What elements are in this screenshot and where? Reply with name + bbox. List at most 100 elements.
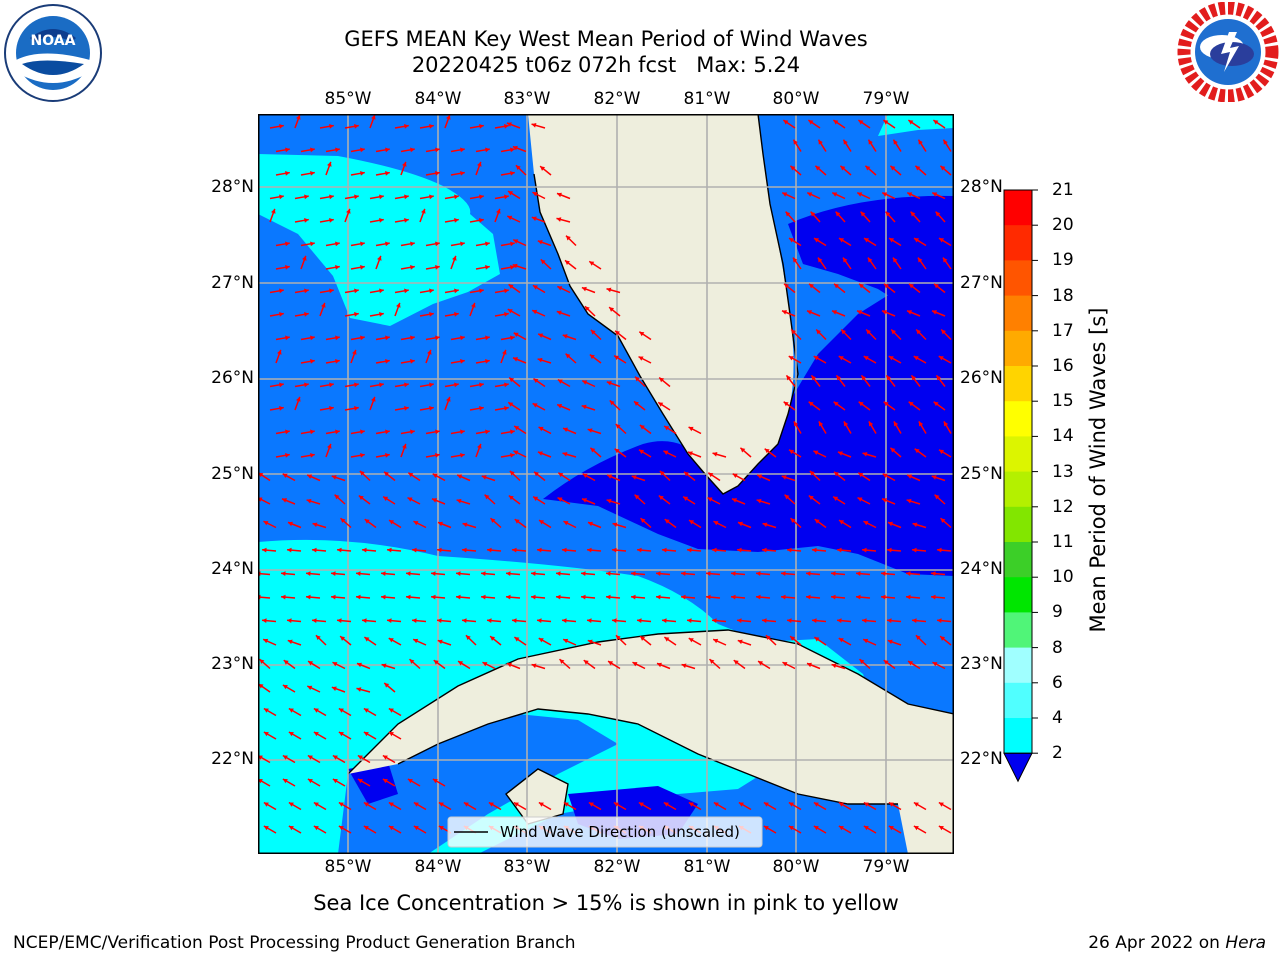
wind-wave-arrowhead (859, 659, 865, 664)
colorbar-segment (1004, 682, 1032, 719)
wind-wave-arrowhead (332, 755, 338, 760)
wind-wave-arrowhead (564, 260, 570, 265)
wind-wave-arrowhead (938, 449, 944, 455)
wind-wave-arrowhead (438, 826, 444, 831)
colorbar-segment (1004, 295, 1032, 332)
wind-wave-arrowhead (883, 660, 889, 665)
wind-wave-arrowhead (429, 194, 434, 200)
wind-wave-arrowhead (913, 826, 919, 831)
wind-wave-arrowhead (304, 217, 309, 223)
colorbar-segment (1004, 542, 1032, 578)
wind-wave-arrowhead (285, 335, 290, 341)
wind-wave-arrowhead (808, 401, 814, 407)
wind-wave-arrowhead (471, 302, 476, 308)
wind-wave-arrowhead (513, 357, 518, 362)
wind-wave-arrowhead (360, 170, 365, 176)
wind-wave-arrowhead (791, 329, 796, 335)
wind-wave-arrowhead (843, 139, 848, 145)
wind-wave-arrowhead (910, 211, 916, 217)
wind-wave-arrowhead (817, 257, 823, 263)
wind-wave-arrowhead (556, 571, 561, 577)
wind-wave-arrowhead (688, 426, 694, 432)
wind-wave-arrowhead (813, 356, 819, 361)
wind-wave-arrowhead (531, 216, 537, 221)
wind-wave-arrowhead (863, 638, 869, 644)
wind-wave-arrowhead (354, 288, 359, 294)
wind-wave-arrowhead (740, 447, 746, 453)
wind-wave-arrowhead (310, 241, 315, 247)
wind-wave-arrowhead (882, 498, 887, 503)
colorbar-tick-label: 20 (1052, 215, 1074, 236)
wind-wave-arrowhead (681, 571, 686, 577)
wind-wave-arrowhead (556, 217, 562, 222)
wind-wave-arrowhead (756, 498, 762, 504)
wind-wave-arrowhead (889, 238, 895, 243)
wind-wave-arrowhead (731, 594, 736, 600)
wind-wave-arrowhead (838, 356, 844, 361)
colorbar-tick-label: 12 (1052, 496, 1074, 517)
wind-wave-arrowhead (867, 257, 873, 263)
wind-wave-arrowhead (712, 452, 718, 457)
wind-wave-arrowhead (884, 283, 889, 289)
wind-wave-arrowhead (363, 802, 369, 807)
wind-wave-arrowhead (282, 755, 288, 760)
wind-wave-arrowhead (462, 547, 467, 553)
wind-wave-arrowhead (688, 802, 694, 807)
wind-wave-arrowhead (258, 472, 264, 478)
wind-wave-arrowhead (587, 547, 592, 553)
wind-wave-arrowhead (756, 594, 761, 600)
colorbar-tick-label: 2 (1052, 743, 1063, 764)
lon-tick-bottom: 85°W (324, 857, 372, 877)
wind-wave-arrowhead (662, 547, 667, 553)
wind-wave-arrowhead (490, 636, 496, 641)
wind-wave-arrowhead (582, 498, 587, 503)
map-legend: Wind Wave Direction (unscaled) (447, 816, 763, 848)
wind-wave-arrowhead (566, 235, 571, 241)
wind-wave-arrowhead (460, 452, 465, 458)
wind-wave-arrowhead (788, 826, 794, 831)
sea-ice-note: Sea Ice Concentration > 15% is shown in … (313, 891, 899, 915)
wind-wave-arrowhead (806, 571, 811, 577)
colorbar-tick-label: 16 (1052, 356, 1074, 376)
lat-tick-right: 23°N (960, 654, 1003, 674)
colorbar-extend-triangle (1003, 752, 1033, 783)
wind-wave-arrowhead (287, 521, 293, 527)
wind-wave-arrowhead (914, 238, 920, 243)
wind-wave-arrowhead (310, 147, 315, 153)
wind-wave-arrowhead (485, 264, 490, 270)
wind-wave-arrowhead (863, 521, 869, 526)
wind-wave-arrowhead (664, 425, 670, 431)
wind-wave-arrowhead (782, 192, 788, 197)
wind-wave-arrowhead (881, 571, 886, 577)
wind-wave-arrowhead (356, 687, 362, 692)
wind-wave-arrowhead (687, 451, 693, 456)
wind-wave-arrowhead (663, 450, 669, 455)
wind-wave-arrowhead (282, 473, 288, 479)
wind-wave-arrowhead (263, 732, 269, 737)
wind-wave-arrowhead (385, 335, 390, 341)
wind-wave-arrowhead (706, 594, 711, 600)
wind-wave-arrowhead (581, 571, 586, 577)
wind-wave-arrowhead (887, 618, 892, 624)
wind-wave-arrowhead (765, 635, 771, 641)
wind-wave-arrowhead (737, 618, 742, 624)
wind-wave-arrowhead (435, 170, 440, 176)
wind-wave-arrowhead (479, 217, 484, 223)
wind-wave-arrowhead (633, 401, 639, 406)
wind-wave-arrowhead (836, 375, 842, 381)
wave-field-under-2 (348, 762, 398, 804)
colorbar-tick-label: 21 (1052, 180, 1074, 200)
wind-wave-arrowhead (435, 429, 440, 435)
wind-wave-arrowhead (813, 802, 819, 807)
wind-wave-arrowhead (335, 335, 340, 341)
wind-wave-arrowhead (713, 521, 719, 526)
colorbar-segment (1004, 471, 1032, 508)
wind-wave-arrowhead (332, 662, 338, 667)
lat-tick-left: 24°N (211, 559, 254, 579)
wind-wave-arrowhead (590, 329, 596, 335)
wind-wave-arrowhead (381, 571, 386, 577)
wind-wave-arrowhead (446, 114, 451, 120)
wind-wave-arrowhead (509, 377, 515, 383)
wind-wave-arrowhead (837, 618, 842, 624)
wind-wave-arrowhead (863, 356, 869, 361)
